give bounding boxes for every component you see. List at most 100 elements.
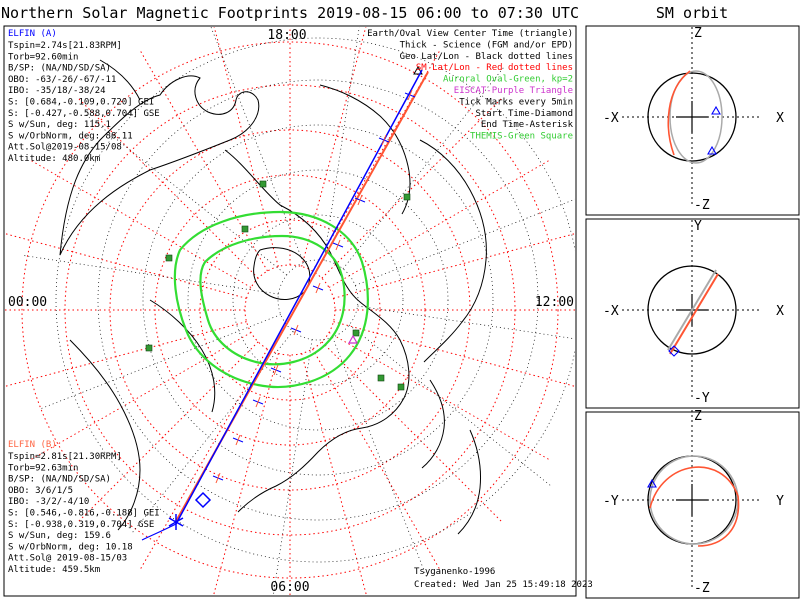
- geo-lon-line-1: [357, 305, 575, 340]
- geo-lon-line-2: [349, 324, 553, 488]
- geo-lon-line-3: [332, 337, 428, 580]
- orbit-label-top-3: Z: [694, 409, 702, 424]
- orbit-label-bottom-3: -Z: [694, 581, 710, 596]
- coastline-5: [319, 84, 411, 215]
- orbit-a-path-2: [667, 269, 717, 351]
- model-credit: Tsyganenko-1996: [414, 567, 495, 577]
- orbit-b-path-2: [669, 273, 719, 355]
- orbit-panel-frame-1: [585, 25, 800, 216]
- elfin-b-info-line-1: Tspin=2.81s[21.30RPM]: [8, 452, 122, 462]
- themis-station-6: [397, 383, 405, 391]
- coastline-8: [253, 247, 311, 300]
- sm-lat-ring-6: [21, 41, 559, 579]
- auroral-oval-inner: [199, 234, 346, 366]
- end-asterisk: [168, 514, 184, 530]
- elfin-b-tick-6: [293, 324, 299, 336]
- elfin-b-info-line-6: S: [0.546,-0.816,-0.188] GEI: [8, 509, 160, 519]
- legend-item-7: Tick Marks every 5min: [459, 97, 573, 107]
- elfin-a-info-line-2: Torb=92.60min: [8, 52, 78, 62]
- elfin-b-info-line-8: S w/Sun, deg: 159.6: [8, 531, 111, 541]
- mlt-label-left: 00:00: [8, 295, 47, 310]
- legend-item-9: End Time-Asterisk: [481, 120, 574, 130]
- geo-lon-line-5: [130, 331, 294, 535]
- eiscat-triangle: [347, 334, 359, 344]
- orbit-b-path-3: [649, 466, 740, 547]
- orbit-label-right-2: X: [776, 304, 784, 319]
- elfin-a-info-line-4: OBO: -63/-26/-67/-11: [8, 75, 116, 85]
- geo-lon-line-4: [273, 339, 313, 595]
- orbit-panel-3: Z -Z -Y Y: [585, 409, 800, 599]
- elfin-b-tick-2: [381, 134, 387, 146]
- geo-lon-line-12: [355, 198, 575, 286]
- view-center-triangle: [413, 65, 423, 75]
- coastline-4: [419, 139, 487, 363]
- elfin-a-info-line-8: S w/Sun, deg: 115.1: [8, 120, 111, 130]
- geo-lon-line-11: [342, 65, 506, 269]
- elfin-b-info-line-11: Altitude: 459.5km: [8, 565, 100, 575]
- orbit-label-bottom-2: -Y: [694, 391, 710, 406]
- geo-lat-ring-3: [187, 169, 449, 431]
- legend-item-6: EISCAT-Purple Triangle: [454, 86, 573, 96]
- orbit-label-top-2: Y: [694, 219, 702, 234]
- legend-item-3: Geo Lat/Lon - Black dotted lines: [400, 52, 573, 62]
- geo-lon-line-6: [38, 314, 281, 410]
- sm-lon-line-2: [333, 321, 575, 387]
- sm-lon-line-12: [5, 321, 247, 387]
- themis-station-2: [259, 180, 267, 188]
- map-content: [5, 27, 575, 595]
- orbit-label-top-1: Z: [694, 26, 702, 41]
- elfin-b-info: ELFIN (B) Tspin=2.81s[21.30RPM]Torb=92.6…: [8, 440, 160, 575]
- geo-lat-ring-1: [277, 259, 359, 341]
- earth-circle-1: [647, 72, 737, 162]
- geo-lon-line-7: [21, 254, 279, 295]
- elfin-b-info-line-2: Torb=92.63min: [8, 463, 78, 473]
- orbit-view-triangle-1b: [711, 105, 721, 115]
- elfin-a-title: ELFIN (A): [8, 29, 57, 39]
- legend-item-5: Auroral Oval-Green, kp=2: [443, 75, 573, 85]
- geo-lon-line-8: [83, 112, 287, 276]
- legend-item-4: SM Lat/Lon - Red dotted lines: [416, 63, 573, 73]
- elfin-b-info-line-5: IBO: -3/2/-4/10: [8, 497, 89, 507]
- elfin-a-info-line-9: S w/OrbNorm, deg: 88.11: [8, 131, 133, 141]
- orbit-b-path-1: [667, 70, 691, 156]
- orbit-panel-1: Z -Z -X X: [585, 25, 800, 216]
- elfin-b-tick-10: [215, 472, 221, 484]
- sm-lon-line-4: [321, 341, 503, 523]
- orbit-label-right-1: X: [776, 111, 784, 126]
- elfin-a-info-line-5: IBO: -35/18/-38/24: [8, 86, 106, 96]
- themis-station-7: [352, 329, 360, 337]
- elfin-a-track: [175, 69, 423, 525]
- orbit-view-triangle-3: [647, 478, 657, 488]
- mlt-label-right: 12:00: [535, 295, 574, 310]
- polar-map: [5, 27, 575, 595]
- sm-lon-line-5: [312, 348, 441, 571]
- sm-lon-line-20: [301, 27, 367, 267]
- elfin-b-tick-4: [335, 239, 341, 251]
- sm-lat-ring-1: [244, 264, 336, 356]
- elfin-a-info-line-11: Altitude: 480.0km: [8, 154, 100, 164]
- themis-station-5: [377, 374, 385, 382]
- orbit-label-left-2: -X: [603, 304, 619, 319]
- legend-item-2: Thick - Science (FGM and/or EPD): [400, 40, 573, 50]
- geo-lon-line-10: [323, 27, 360, 261]
- geo-lon-line-9: [210, 27, 304, 263]
- coastline-6: [69, 339, 141, 531]
- elfin-b-title: ELFIN (B): [8, 440, 57, 450]
- elfin-a-info: ELFIN (A) Tspin=2.74s[21.83RPM]Torb=92.6…: [8, 29, 160, 164]
- created-timestamp: Created: Wed Jan 25 15:49:18 2023: [414, 580, 593, 590]
- map-frame: [3, 25, 577, 597]
- orbit-label-right-3: Y: [776, 494, 784, 509]
- orbit-title: SM orbit: [656, 4, 728, 22]
- elfin-b-tick-5: [315, 282, 321, 294]
- legend: Earth/Oval View Center Time (triangle)Th…: [367, 29, 573, 142]
- mlt-label-top: 18:00: [267, 28, 306, 43]
- themis-station-4: [145, 344, 153, 352]
- orbit-label-left-1: -X: [603, 111, 619, 126]
- sm-lon-line-18: [213, 27, 279, 267]
- sm-lon-line-8: [213, 353, 279, 595]
- coastline-2: [224, 149, 410, 429]
- sm-lon-line-9: [139, 348, 268, 571]
- coastline-10: [99, 59, 141, 101]
- orbit-view-triangle-1: [707, 145, 717, 155]
